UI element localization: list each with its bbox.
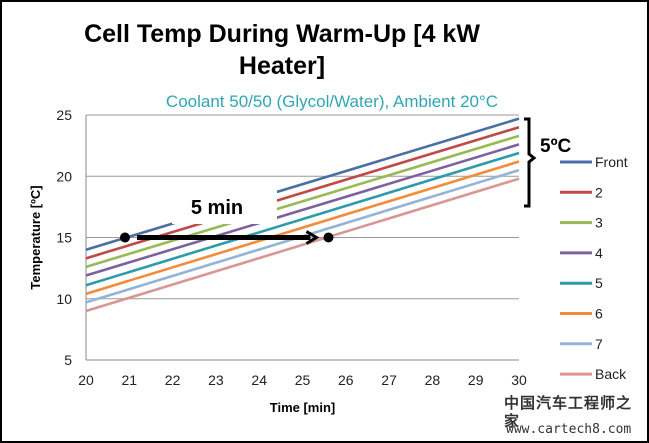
legend-label: 2 <box>595 184 603 200</box>
x-tick-label: 25 <box>295 372 311 388</box>
time-span-label: 5 min <box>191 197 243 219</box>
series-line-front <box>85 117 520 251</box>
y-tick-label: 25 <box>56 107 72 123</box>
x-axis-label: Time [min] <box>270 400 336 415</box>
y-axis-label: Temperature [ºC] <box>28 185 43 289</box>
bracket-icon <box>524 117 537 208</box>
legend-label: 4 <box>595 245 603 261</box>
start-point-marker <box>119 232 130 243</box>
legend-label: Back <box>595 366 627 382</box>
series-line-back <box>85 177 520 313</box>
x-tick-label: 29 <box>468 372 484 388</box>
watermark-text: 中国汽车工程师之家 <box>504 394 633 430</box>
chart-title: Cell Temp During Warm-Up [4 kW Heater] <box>84 20 480 80</box>
x-tick-label: 26 <box>338 372 354 388</box>
x-tick-label: 22 <box>165 372 181 388</box>
y-tick-label: 5 <box>64 352 72 368</box>
series-line-6 <box>85 160 520 296</box>
series-line-4 <box>85 143 520 277</box>
watermark-url: www.cartech8.com <box>506 422 632 437</box>
legend-label: Front <box>595 154 628 170</box>
legend-label: 5 <box>595 275 603 291</box>
x-tick-label: 23 <box>208 372 224 388</box>
x-tick-label: 21 <box>122 372 138 388</box>
series-line-3 <box>85 134 520 269</box>
x-tick-label: 24 <box>251 372 267 388</box>
x-tick-label: 30 <box>511 372 527 388</box>
legend-label: 6 <box>595 306 603 322</box>
y-tick-label: 20 <box>56 168 72 184</box>
arrow-head-icon <box>305 230 320 245</box>
delta-label: 5ºC <box>540 136 572 157</box>
legend-label: 7 <box>595 336 603 352</box>
end-point-marker <box>323 232 334 243</box>
x-tick-label: 27 <box>381 372 397 388</box>
legend-label: 3 <box>595 215 603 231</box>
y-tick-label: 15 <box>56 230 72 246</box>
y-tick-label: 10 <box>56 291 72 307</box>
annotation-box <box>172 188 277 224</box>
chart-subtitle: Coolant 50/50 (Glycol/Water), Ambient 20… <box>165 92 499 111</box>
series-line-5 <box>85 151 520 287</box>
x-tick-label: 28 <box>425 372 441 388</box>
x-tick-label: 20 <box>78 372 94 388</box>
